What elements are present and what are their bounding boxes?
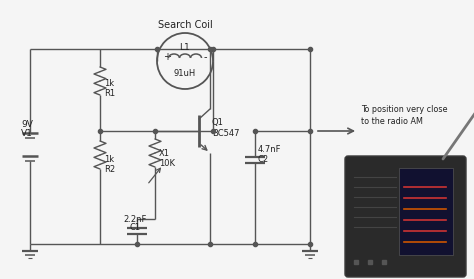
Text: R2: R2 [104,165,115,174]
Text: 4.7nF: 4.7nF [258,145,282,153]
Text: C1: C1 [129,223,141,232]
Text: BC547: BC547 [212,129,239,138]
Text: L1: L1 [180,42,191,52]
Text: Search Coil: Search Coil [158,20,212,30]
Text: 10K: 10K [159,158,175,167]
Text: to the radio AM: to the radio AM [361,117,423,126]
Text: 2.2nF: 2.2nF [123,215,146,223]
Text: R1: R1 [104,90,115,98]
FancyBboxPatch shape [399,168,453,255]
Text: X1: X1 [159,148,170,158]
Text: Q1: Q1 [212,119,224,128]
Text: 9V: 9V [21,120,33,129]
FancyBboxPatch shape [345,156,466,277]
Text: C2: C2 [258,155,269,163]
Text: 91uH: 91uH [174,69,196,78]
Text: -: - [204,52,208,62]
Text: 1k: 1k [104,155,114,163]
Text: To position very close: To position very close [361,105,447,114]
Text: V1: V1 [21,129,33,138]
Text: +: + [163,52,171,62]
Text: 1k: 1k [104,80,114,88]
